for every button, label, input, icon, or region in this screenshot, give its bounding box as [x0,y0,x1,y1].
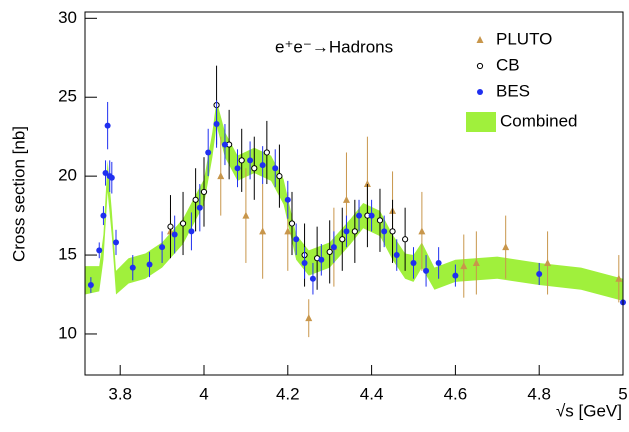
data-point [102,169,109,176]
data-point [129,264,136,271]
data-point [259,227,267,235]
data-point [318,256,325,263]
data-point [284,227,292,235]
data-point [301,259,308,266]
data-point [276,173,283,180]
x-tick-label: 4.8 [527,384,551,403]
x-tick-label: 3.8 [108,384,132,403]
legend-label: Combined [500,111,578,130]
data-point [435,259,442,266]
data-point [196,204,203,211]
data-point [339,236,346,243]
data-point [309,275,316,282]
y-tick-label: 25 [58,87,77,106]
y-tick-label: 15 [58,245,77,264]
data-point [423,267,430,274]
data-point [418,227,426,235]
data-point [179,220,187,227]
data-point [251,165,258,172]
x-tick-label: 4.2 [276,384,300,403]
x-tick-label: 4.4 [360,384,384,403]
y-axis-label: Cross section [nb] [9,126,28,262]
x-tick-label: 4.6 [444,384,468,403]
x-tick-label: 4 [199,384,208,403]
data-point [171,231,178,238]
data-point [351,228,358,235]
data-point [393,252,400,259]
plot-frame [84,11,624,376]
data-point [213,121,220,128]
data-point [368,212,375,219]
data-point [146,261,153,268]
data-point [200,188,208,196]
data-point [293,236,300,243]
y-tick-label: 10 [58,323,77,342]
legend-marker [466,112,496,132]
data-point [342,195,350,203]
data-point [96,247,103,254]
data-point [87,282,94,289]
data-point [389,228,396,235]
data-point [263,149,270,156]
data-point [234,165,241,172]
data-point [402,236,409,243]
data-point [104,122,111,129]
data-point [460,262,468,270]
data-point [272,165,279,172]
data-point [238,157,245,164]
data-point [356,212,363,219]
data-point [192,196,199,203]
legend-marker [476,36,484,43]
data-point [343,228,350,235]
data-point [284,196,291,203]
data-point [326,248,333,255]
data-point [159,244,166,251]
combined-band [85,100,623,301]
data-point [221,141,228,148]
data-point [305,314,313,322]
data-point [217,172,225,180]
legend-label: CB [496,55,520,74]
data-point [472,258,480,266]
x-axis-label: √s [GeV] [556,401,622,420]
legend-marker [476,62,484,70]
data-point [452,272,459,279]
data-point [363,180,371,188]
data-point [410,259,417,266]
data-point [205,149,212,156]
data-point [376,217,384,224]
data-point [100,212,107,219]
data-point [167,223,174,230]
annotation: e⁺e⁻→Hadrons [275,37,393,56]
data-point [502,243,510,251]
legend-marker [477,89,483,95]
data-point [381,228,388,235]
legend-label: BES [496,81,530,100]
data-point [247,157,254,164]
legend-label: PLUTO [496,29,552,48]
data-point [113,239,120,246]
data-point [108,174,115,181]
data-point [288,220,296,227]
data-point [615,274,623,282]
data-point [188,228,195,235]
data-point [259,162,266,169]
y-tick-label: 30 [58,8,77,27]
data-point [544,258,552,266]
data-point [536,270,543,277]
data-point [330,244,337,251]
data-point [242,211,250,219]
x-tick-label: 5 [618,384,627,403]
y-tick-label: 20 [58,166,77,185]
